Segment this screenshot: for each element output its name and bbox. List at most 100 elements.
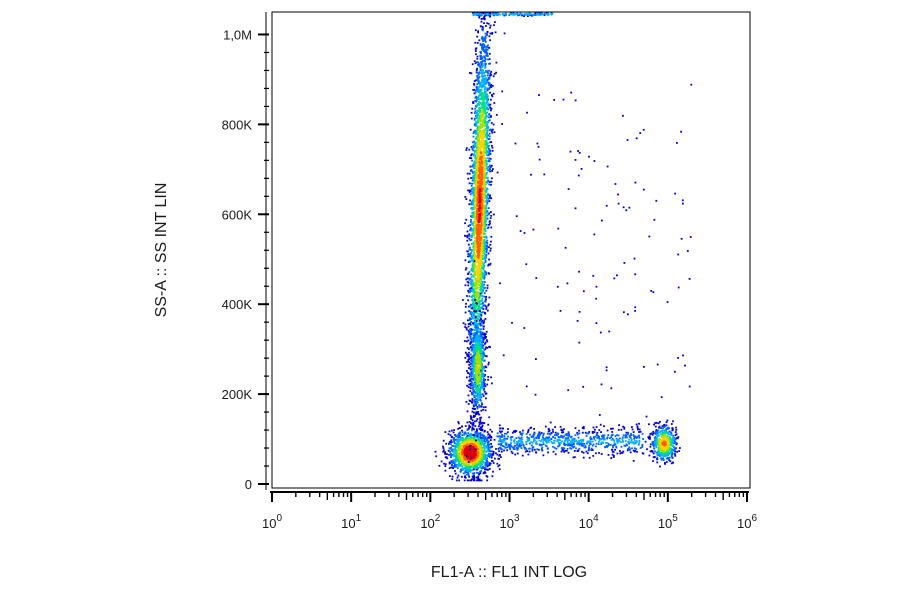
event-point [480, 211, 482, 213]
event-point [478, 91, 480, 93]
event-point [480, 283, 482, 285]
event-point [475, 157, 478, 160]
event-point [467, 255, 469, 258]
event-point [481, 200, 484, 203]
event-point [473, 201, 475, 203]
event-point [472, 364, 474, 367]
event-point [477, 307, 480, 310]
event-point [459, 446, 461, 449]
event-point [488, 220, 491, 223]
event-point [479, 285, 482, 288]
event-point [485, 251, 488, 254]
event-point [479, 323, 482, 325]
event-point [487, 442, 489, 445]
event-point [485, 115, 488, 117]
event-point [485, 468, 488, 471]
event-point [488, 169, 490, 172]
event-point [451, 445, 454, 447]
event-point [473, 336, 476, 339]
event-point [489, 263, 491, 266]
event-point [474, 298, 476, 301]
event-point [486, 98, 488, 101]
event-point [476, 435, 479, 438]
event-point [470, 381, 473, 383]
event-point [459, 431, 461, 434]
event-point [485, 214, 488, 217]
event-point [455, 439, 457, 441]
event-point [469, 318, 472, 320]
event-point [486, 169, 489, 172]
event-point [473, 82, 475, 85]
event-point [480, 126, 483, 129]
event-point [474, 212, 476, 214]
event-point [465, 401, 468, 403]
event-point [479, 231, 482, 234]
event-point [472, 288, 474, 291]
event-point [479, 395, 481, 398]
event-point [453, 463, 456, 466]
event-point [476, 332, 478, 335]
event-point [498, 468, 501, 471]
event-point [469, 157, 471, 159]
event-point [476, 114, 479, 117]
event-point [482, 289, 484, 291]
event-point [456, 467, 459, 470]
event-point [484, 461, 487, 464]
event-point [473, 146, 475, 149]
event-point [464, 311, 467, 314]
event-point [457, 434, 459, 436]
event-point [472, 202, 475, 205]
event-point [468, 191, 471, 194]
event-point [482, 100, 485, 103]
event-point [482, 113, 485, 115]
event-point [482, 395, 485, 397]
event-point [483, 59, 486, 62]
event-point [474, 404, 476, 407]
event-point [465, 147, 468, 149]
event-point [480, 50, 482, 53]
event-point [490, 180, 493, 183]
event-point [457, 422, 460, 425]
event-point [474, 231, 477, 234]
event-point [480, 221, 483, 223]
event-point [469, 434, 472, 437]
event-point [477, 305, 480, 307]
event-point [465, 198, 468, 200]
event-point [483, 83, 486, 86]
event-point [481, 260, 484, 263]
event-point [495, 71, 497, 74]
event-point [481, 104, 484, 107]
event-point [477, 478, 480, 481]
event-point [479, 394, 482, 396]
event-point [479, 180, 482, 183]
event-point [492, 75, 495, 78]
event-point [476, 471, 478, 474]
event-point [475, 187, 478, 190]
event-point [485, 200, 488, 202]
event-point [486, 48, 489, 51]
event-point [454, 446, 457, 449]
event-point [478, 89, 481, 91]
event-point [478, 79, 481, 82]
event-point [465, 440, 467, 442]
event-point [486, 127, 489, 130]
event-point [483, 80, 486, 83]
event-point [489, 107, 492, 109]
event-point [461, 465, 464, 468]
event-point [453, 440, 456, 443]
event-point [469, 387, 472, 390]
event-point [474, 348, 477, 351]
event-point [474, 307, 477, 310]
event-point [489, 346, 491, 348]
event-point [471, 478, 473, 481]
event-point [466, 479, 469, 482]
event-point [474, 282, 477, 285]
event-point [477, 276, 479, 279]
event-point [472, 266, 475, 269]
event-point [471, 148, 474, 151]
event-point [482, 382, 485, 385]
event-point [489, 32, 492, 35]
event-point [477, 254, 480, 257]
event-point [487, 166, 490, 168]
event-point [489, 26, 491, 29]
